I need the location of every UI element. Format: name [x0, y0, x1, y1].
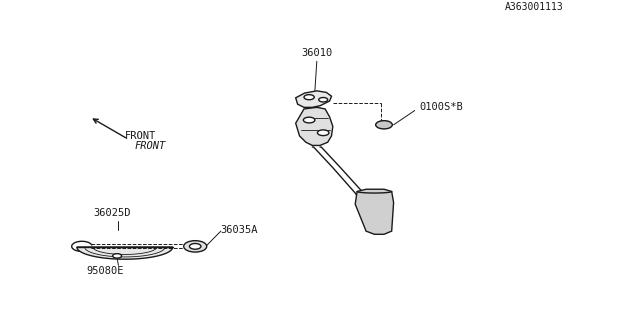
Text: 0100S*B: 0100S*B — [419, 102, 463, 112]
Polygon shape — [296, 107, 333, 145]
Circle shape — [113, 254, 122, 258]
Circle shape — [376, 121, 392, 129]
Circle shape — [304, 95, 314, 100]
Circle shape — [184, 241, 207, 252]
Circle shape — [319, 98, 328, 102]
Circle shape — [317, 130, 329, 136]
Circle shape — [189, 244, 201, 249]
Text: A363001113: A363001113 — [504, 2, 563, 12]
Text: 95080E: 95080E — [87, 266, 124, 276]
Text: 36035A: 36035A — [221, 225, 259, 235]
Text: FRONT: FRONT — [134, 141, 166, 151]
Text: 36025D: 36025D — [93, 208, 131, 219]
Text: FRONT: FRONT — [125, 131, 156, 141]
Polygon shape — [355, 189, 394, 234]
Polygon shape — [296, 91, 332, 107]
Text: 36010: 36010 — [301, 48, 332, 58]
Polygon shape — [77, 247, 173, 259]
Circle shape — [303, 117, 315, 123]
